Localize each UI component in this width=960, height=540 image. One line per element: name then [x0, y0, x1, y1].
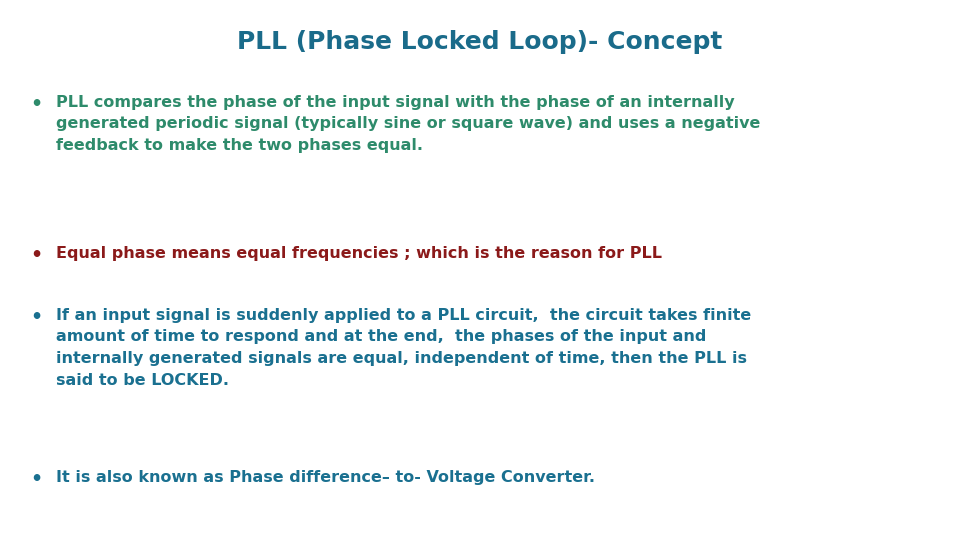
Text: •: • [31, 470, 43, 489]
Text: •: • [31, 308, 43, 327]
Text: •: • [31, 246, 43, 265]
Text: Equal phase means equal frequencies ; which is the reason for PLL: Equal phase means equal frequencies ; wh… [56, 246, 661, 261]
Text: PLL (Phase Locked Loop)- Concept: PLL (Phase Locked Loop)- Concept [237, 30, 723, 53]
Text: If an input signal is suddenly applied to a PLL circuit,  the circuit takes fini: If an input signal is suddenly applied t… [56, 308, 751, 388]
Text: PLL compares the phase of the input signal with the phase of an internally
gener: PLL compares the phase of the input sign… [56, 94, 760, 153]
Text: •: • [31, 94, 43, 113]
Text: It is also known as Phase difference– to- Voltage Converter.: It is also known as Phase difference– to… [56, 470, 594, 485]
